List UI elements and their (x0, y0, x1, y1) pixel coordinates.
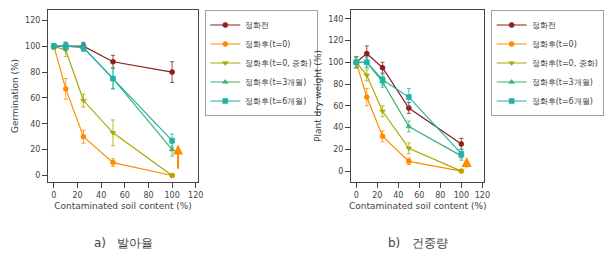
svg-text:Contaminated soil content (%): Contaminated soil content (%) (54, 201, 192, 211)
svg-text:80: 80 (333, 80, 343, 89)
svg-text:100: 100 (454, 191, 469, 200)
svg-text:Germination (%): Germination (%) (10, 59, 20, 133)
svg-text:정화후(t=0, 중화): 정화후(t=0, 중화) (532, 59, 598, 68)
svg-text:80: 80 (143, 191, 153, 200)
svg-text:20: 20 (372, 191, 382, 200)
svg-text:정화후(t=3개월): 정화후(t=3개월) (245, 78, 306, 87)
svg-text:80: 80 (435, 191, 445, 200)
svg-text:정화전: 정화전 (532, 21, 556, 30)
svg-text:0: 0 (35, 171, 40, 180)
svg-text:20: 20 (30, 145, 40, 154)
svg-text:0: 0 (338, 167, 343, 176)
svg-text:40: 40 (393, 191, 403, 200)
svg-text:정화후(t=6개월): 정화후(t=6개월) (245, 97, 306, 106)
svg-text:a) 발아율: a) 발아율 (94, 236, 153, 250)
svg-text:정화후(t=0): 정화후(t=0) (245, 40, 290, 49)
svg-text:80: 80 (30, 68, 40, 77)
svg-text:100: 100 (25, 42, 40, 51)
svg-text:100: 100 (164, 191, 179, 200)
svg-text:60: 60 (120, 191, 130, 200)
svg-text:40: 40 (333, 123, 343, 132)
svg-text:120: 120 (475, 191, 490, 200)
svg-text:정화후(t=6개월): 정화후(t=6개월) (532, 97, 593, 106)
svg-text:100: 100 (328, 58, 343, 67)
svg-text:정화후(t=0, 중화): 정화후(t=0, 중화) (245, 59, 311, 68)
svg-text:정화후(t=3개월): 정화후(t=3개월) (532, 78, 593, 87)
svg-text:60: 60 (414, 191, 424, 200)
svg-text:60: 60 (30, 94, 40, 103)
svg-text:0: 0 (354, 191, 359, 200)
svg-text:120: 120 (188, 191, 203, 200)
svg-text:정화후(t=0): 정화후(t=0) (532, 40, 577, 49)
svg-text:Plant dry weight (%): Plant dry weight (%) (313, 50, 323, 142)
svg-text:정화전: 정화전 (245, 21, 269, 30)
svg-text:0: 0 (51, 191, 56, 200)
svg-text:20: 20 (72, 191, 82, 200)
svg-text:120: 120 (25, 16, 40, 25)
svg-text:120: 120 (328, 36, 343, 45)
svg-text:b) 건중량: b) 건중량 (388, 236, 448, 250)
svg-text:140: 140 (328, 15, 343, 24)
svg-text:20: 20 (333, 145, 343, 154)
svg-text:Contaminated soil content (%): Contaminated soil content (%) (349, 201, 487, 211)
svg-text:40: 40 (30, 120, 40, 129)
svg-text:60: 60 (333, 102, 343, 111)
svg-text:40: 40 (96, 191, 106, 200)
